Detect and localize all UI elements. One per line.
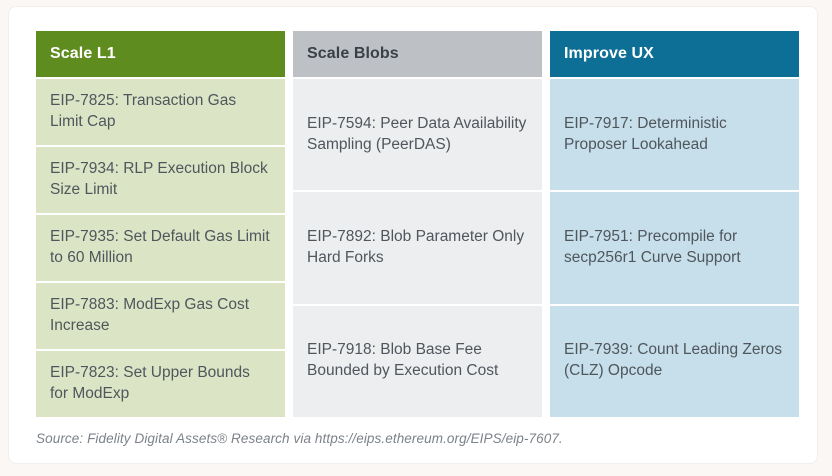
table-cell-eip-7892: EIP-7892: Blob Parameter Only Hard Forks	[293, 192, 542, 304]
source-note: Source: Fidelity Digital Assets® Researc…	[36, 431, 563, 446]
table-cell-eip-7939: EIP-7939: Count Leading Zeros (CLZ) Opco…	[550, 305, 799, 417]
table-cell-eip-7951: EIP-7951: Precompile for secp256r1 Curve…	[550, 192, 799, 304]
column-scale-blobs: Scale Blobs EIP-7594: Peer Data Availabi…	[293, 31, 542, 417]
table-cell-eip-7917: EIP-7917: Deterministic Proposer Lookahe…	[550, 79, 799, 191]
eip-category-table: Scale L1 EIP-7825: Transaction Gas Limit…	[36, 31, 799, 417]
table-cell-eip-7934: EIP-7934: RLP Execution Block Size Limit	[36, 147, 285, 213]
eip-upgrade-card: Scale L1 EIP-7825: Transaction Gas Limit…	[8, 6, 818, 464]
column-improve-ux: Improve UX EIP-7917: Deterministic Propo…	[550, 31, 799, 417]
table-cell-eip-7825: EIP-7825: Transaction Gas Limit Cap	[36, 79, 285, 145]
column-header-improve-ux: Improve UX	[550, 31, 799, 77]
column-header-scale-blobs: Scale Blobs	[293, 31, 542, 77]
table-cell-eip-7918: EIP-7918: Blob Base Fee Bounded by Execu…	[293, 305, 542, 417]
table-cell-eip-7883: EIP-7883: ModExp Gas Cost Increase	[36, 283, 285, 349]
table-cell-eip-7594: EIP-7594: Peer Data Availability Samplin…	[293, 79, 542, 191]
column-scale-l1: Scale L1 EIP-7825: Transaction Gas Limit…	[36, 31, 285, 417]
column-header-scale-l1: Scale L1	[36, 31, 285, 77]
table-cell-eip-7823: EIP-7823: Set Upper Bounds for ModExp	[36, 351, 285, 417]
table-cell-eip-7935: EIP-7935: Set Default Gas Limit to 60 Mi…	[36, 215, 285, 281]
